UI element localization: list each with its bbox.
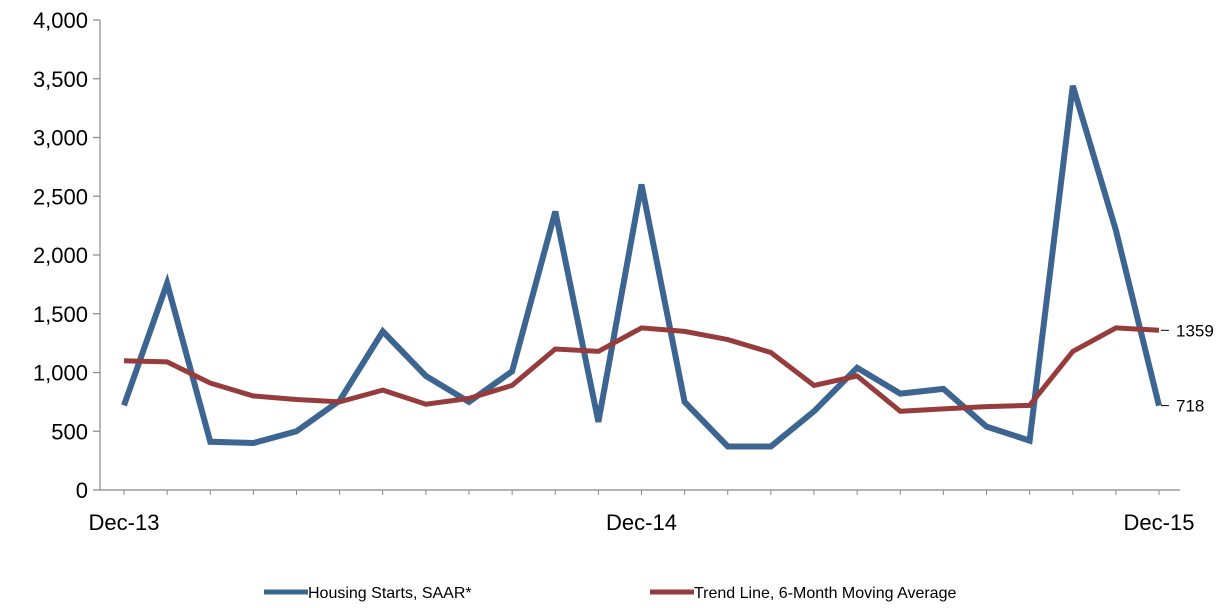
series-line-trend-line bbox=[123, 325, 1160, 414]
legend-label: Trend Line, 6-Month Moving Average bbox=[694, 585, 956, 602]
y-tick-label: 1,500 bbox=[33, 302, 88, 327]
y-tick-label: 1,000 bbox=[33, 361, 88, 386]
series-line-housing-starts bbox=[121, 84, 1162, 450]
y-tick-label: 0 bbox=[76, 478, 88, 503]
legend: Housing Starts, SAAR* Trend Line, 6-Month… bbox=[264, 585, 956, 602]
end-value-label: 718 bbox=[1176, 397, 1204, 416]
y-tick-label: 2,000 bbox=[33, 243, 88, 268]
x-tick-label: Dec-15 bbox=[1124, 510, 1195, 535]
y-tick-label: 500 bbox=[51, 419, 88, 444]
y-tick-label: 2,500 bbox=[33, 184, 88, 209]
legend-label: Housing Starts, SAAR* bbox=[308, 585, 472, 602]
series-layer bbox=[121, 84, 1162, 450]
end-value-label: 1359 bbox=[1176, 321, 1214, 340]
x-ticks: Dec-13 Dec-14 Dec-15 bbox=[89, 490, 1195, 535]
y-tick-label: 4,000 bbox=[33, 8, 88, 33]
y-tick-label: 3,000 bbox=[33, 126, 88, 151]
x-tick-label: Dec-13 bbox=[89, 510, 160, 535]
axes bbox=[99, 20, 1180, 491]
y-ticks: 0 500 1,000 1,500 2,000 2,500 3,000 3,500 4,000 bbox=[33, 8, 100, 503]
x-tick-label: Dec-14 bbox=[606, 510, 677, 535]
y-tick-label: 3,500 bbox=[33, 67, 88, 92]
end-labels: 1359 718 bbox=[1161, 321, 1214, 416]
